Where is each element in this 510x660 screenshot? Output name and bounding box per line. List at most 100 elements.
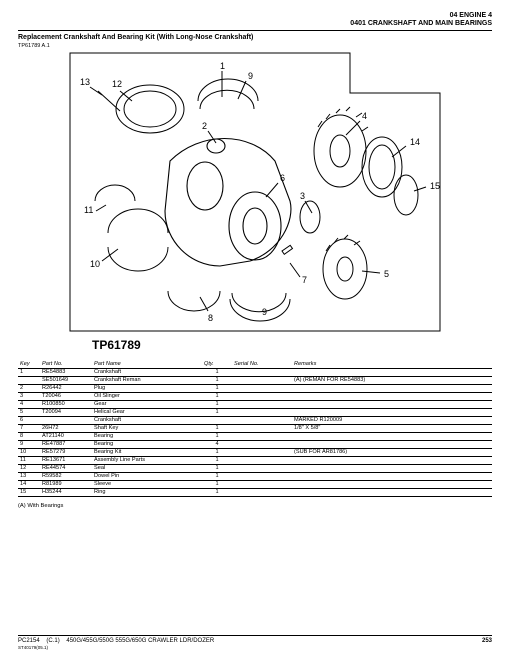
cell-qty: 1 xyxy=(202,400,232,408)
cell-part_name: Bearing xyxy=(92,440,202,448)
table-row: 15H35244Ring1 xyxy=(18,488,492,496)
header-block: 04 ENGINE 4 0401 CRANKSHAFT AND MAIN BEA… xyxy=(18,12,492,29)
cell-remarks xyxy=(292,368,492,376)
cell-remarks: (A) (REMAN FOR RE54883) xyxy=(292,376,492,384)
header-line1: 04 ENGINE 4 xyxy=(18,12,492,20)
cell-serial_no xyxy=(232,408,292,416)
cell-qty: 1 xyxy=(202,456,232,464)
header-rule xyxy=(18,30,492,31)
svg-text:2: 2 xyxy=(202,121,207,131)
svg-text:14: 14 xyxy=(410,137,420,147)
cell-serial_no xyxy=(232,400,292,408)
cell-remarks xyxy=(292,432,492,440)
cell-serial_no xyxy=(232,384,292,392)
cell-part_no: R26442 xyxy=(40,384,92,392)
cell-remarks: (SUB FOR AR81786) xyxy=(292,448,492,456)
cell-serial_no xyxy=(232,480,292,488)
table-row: 1RE54883Crankshaft1 xyxy=(18,368,492,376)
table-header-row: Key Part No. Part Name Qty. Serial No. R… xyxy=(18,360,492,369)
table-row: 726H72Shaft Key11/8" X 5/8" xyxy=(18,424,492,432)
table-row: 10RE57279Bearing Kit1(SUB FOR AR81786) xyxy=(18,448,492,456)
cell-qty: 1 xyxy=(202,368,232,376)
cell-remarks xyxy=(292,392,492,400)
cell-remarks xyxy=(292,480,492,488)
diagram-label: TP61789 xyxy=(92,338,141,352)
cell-part_no: SE501649 xyxy=(40,376,92,384)
cell-key: 14 xyxy=(18,480,40,488)
cell-key: 12 xyxy=(18,464,40,472)
cell-qty: 4 xyxy=(202,440,232,448)
cell-qty xyxy=(202,416,232,424)
table-row: 5T20094Helical Gear1 xyxy=(18,408,492,416)
cell-serial_no xyxy=(232,368,292,376)
cell-part_name: Sleeve xyxy=(92,480,202,488)
footer-subid: ST40179(05.1) xyxy=(18,645,214,650)
cell-part_name: Crankshaft Reman xyxy=(92,376,202,384)
table-row: 11RE13671Assembly Line Parts1 xyxy=(18,456,492,464)
svg-text:6: 6 xyxy=(280,173,285,183)
svg-text:5: 5 xyxy=(384,269,389,279)
callout-numbers: 1 2 3 4 5 6 7 8 9 10 11 12 13 14 15 9 xyxy=(80,61,440,323)
cell-key xyxy=(18,376,40,384)
diagram-svg: 1 2 3 4 5 6 7 8 9 10 11 12 13 14 15 9 xyxy=(50,51,460,351)
table-row: 14R81989Sleeve1 xyxy=(18,480,492,488)
svg-text:9: 9 xyxy=(262,307,267,317)
cell-qty: 1 xyxy=(202,472,232,480)
cell-part_name: Crankshaft xyxy=(92,368,202,376)
table-row: 13R59582Dowel Pin1 xyxy=(18,472,492,480)
table-row: 12RE44574Seal1 xyxy=(18,464,492,472)
cell-part_name: Helical Gear xyxy=(92,408,202,416)
cell-part_no: RE44574 xyxy=(40,464,92,472)
footer-models: 450G/455G/550G 555G/650G CRAWLER LDR/DOZ… xyxy=(66,638,214,644)
cell-part_no: R81989 xyxy=(40,480,92,488)
svg-text:12: 12 xyxy=(112,79,122,89)
cell-key: 2 xyxy=(18,384,40,392)
cell-part_name: Oil Slinger xyxy=(92,392,202,400)
cell-qty: 1 xyxy=(202,432,232,440)
cell-serial_no xyxy=(232,416,292,424)
svg-text:4: 4 xyxy=(362,111,367,121)
svg-text:13: 13 xyxy=(80,77,90,87)
cell-key: 11 xyxy=(18,456,40,464)
cell-part_name: Dowel Pin xyxy=(92,472,202,480)
table-row: 8AT21140Bearing1 xyxy=(18,432,492,440)
cell-serial_no xyxy=(232,456,292,464)
cell-remarks xyxy=(292,464,492,472)
cell-part_no: AT21140 xyxy=(40,432,92,440)
cell-part_no: H35244 xyxy=(40,488,92,496)
cell-part_no: RE54883 xyxy=(40,368,92,376)
cell-remarks xyxy=(292,400,492,408)
cell-key: 5 xyxy=(18,408,40,416)
cell-part_no: RE57279 xyxy=(40,448,92,456)
cell-remarks xyxy=(292,408,492,416)
exploded-diagram: 1 2 3 4 5 6 7 8 9 10 11 12 13 14 15 9 TP… xyxy=(18,51,492,356)
cell-part_no: RE47887 xyxy=(40,440,92,448)
th-qty: Qty. xyxy=(202,360,232,369)
table-row: SE501649Crankshaft Reman1 (A) (REMAN FOR … xyxy=(18,376,492,384)
cell-qty: 1 xyxy=(202,464,232,472)
cell-serial_no xyxy=(232,440,292,448)
parts-table: Key Part No. Part Name Qty. Serial No. R… xyxy=(18,360,492,497)
cell-key: 6 xyxy=(18,416,40,424)
cell-qty: 1 xyxy=(202,376,232,384)
cell-key: 1 xyxy=(18,368,40,376)
cell-serial_no xyxy=(232,464,292,472)
cell-key: 9 xyxy=(18,440,40,448)
header-line2: 0401 CRANKSHAFT AND MAIN BEARINGS xyxy=(18,20,492,28)
cell-serial_no xyxy=(232,488,292,496)
footnote-a: (A) With Bearings xyxy=(18,503,492,509)
cell-qty: 1 xyxy=(202,408,232,416)
svg-text:8: 8 xyxy=(208,313,213,323)
svg-text:9: 9 xyxy=(248,71,253,81)
cell-part_no: R100850 xyxy=(40,400,92,408)
cell-remarks xyxy=(292,440,492,448)
cell-key: 4 xyxy=(18,400,40,408)
footer-left: PC2154 (C.1) 450G/455G/550G 555G/650G CR… xyxy=(18,638,214,650)
cell-part_no: 26H72 xyxy=(40,424,92,432)
table-row: 6CrankshaftMARKED R120009 xyxy=(18,416,492,424)
cell-qty: 1 xyxy=(202,448,232,456)
cell-serial_no xyxy=(232,472,292,480)
footer-pub: PC2154 xyxy=(18,638,40,644)
cell-remarks xyxy=(292,384,492,392)
cell-serial_no xyxy=(232,376,292,384)
